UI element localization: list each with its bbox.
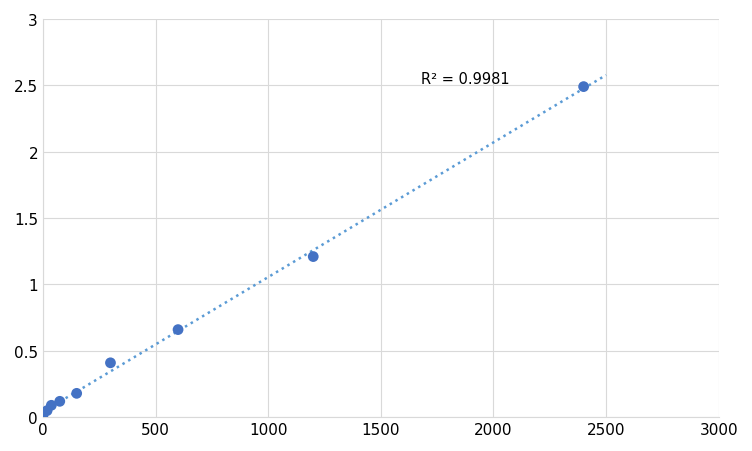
Point — [105, 359, 117, 367]
Point — [71, 390, 83, 397]
Point — [45, 402, 57, 409]
Point — [308, 253, 320, 261]
Point — [41, 407, 53, 414]
Point — [37, 412, 49, 419]
Point — [172, 326, 184, 333]
Point — [53, 398, 65, 405]
Point — [578, 84, 590, 91]
Text: R² = 0.9981: R² = 0.9981 — [421, 72, 510, 87]
